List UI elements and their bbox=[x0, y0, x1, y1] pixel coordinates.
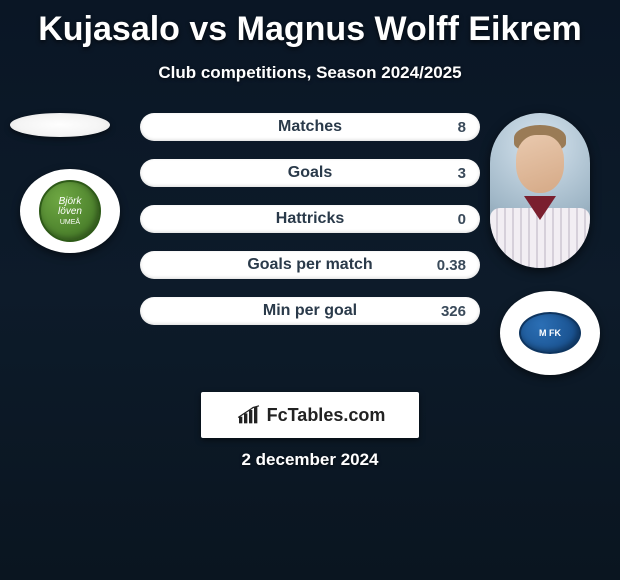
stat-right-value: 326 bbox=[441, 303, 466, 320]
club-right-badge-inner: M FK bbox=[519, 312, 581, 354]
brand-box: FcTables.com bbox=[201, 392, 419, 438]
stat-row: Hattricks 0 bbox=[140, 205, 480, 233]
club-left-badge-inner: Björk löven UMEÅ bbox=[39, 180, 101, 242]
page-title: Kujasalo vs Magnus Wolff Eikrem bbox=[0, 0, 620, 49]
stat-label: Goals per match bbox=[247, 256, 372, 274]
stat-row: Goals per match 0.38 bbox=[140, 251, 480, 279]
stat-rows: Matches 8 Goals 3 Hattricks 0 Goals per … bbox=[140, 113, 480, 343]
club-left-badge: Björk löven UMEÅ bbox=[20, 169, 120, 253]
club-right-text: M FK bbox=[539, 328, 561, 338]
stat-right-value: 8 bbox=[458, 119, 466, 136]
chart-icon bbox=[235, 405, 263, 425]
subtitle: Club competitions, Season 2024/2025 bbox=[0, 63, 620, 83]
stat-right-value: 0.38 bbox=[437, 257, 466, 274]
stat-row: Goals 3 bbox=[140, 159, 480, 187]
stat-label: Min per goal bbox=[263, 302, 357, 320]
stat-label: Matches bbox=[278, 118, 342, 136]
player-left-avatar bbox=[10, 113, 110, 137]
stat-label: Hattricks bbox=[276, 210, 344, 228]
club-left-line3: UMEÅ bbox=[60, 219, 80, 226]
stat-right-value: 0 bbox=[458, 211, 466, 228]
club-left-line2: löven bbox=[58, 207, 82, 217]
stat-right-value: 3 bbox=[458, 165, 466, 182]
brand-text: FcTables.com bbox=[267, 405, 386, 426]
club-left-line1: Björk bbox=[59, 197, 82, 207]
comparison-area: Björk löven UMEÅ M FK Matches 8 Goals 3 … bbox=[0, 113, 620, 413]
stat-label: Goals bbox=[288, 164, 332, 182]
stat-row: Min per goal 326 bbox=[140, 297, 480, 325]
footer-date: 2 december 2024 bbox=[0, 450, 620, 470]
stat-row: Matches 8 bbox=[140, 113, 480, 141]
player-right-avatar bbox=[490, 113, 590, 268]
player-right-head bbox=[516, 135, 564, 193]
club-right-badge: M FK bbox=[500, 291, 600, 375]
